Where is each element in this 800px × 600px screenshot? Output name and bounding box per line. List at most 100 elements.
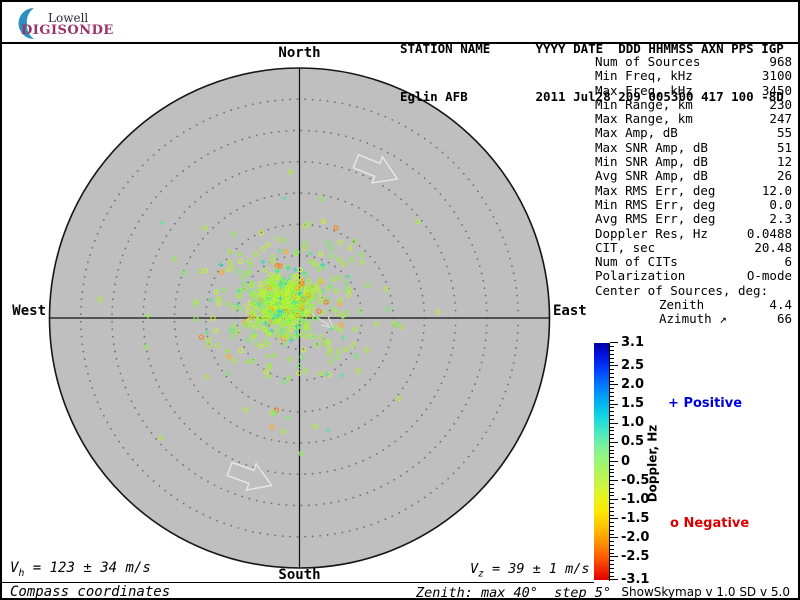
stat-value: 230 (769, 96, 792, 112)
zenith-ring-dot (210, 284, 213, 287)
zenith-ring-dot (377, 521, 380, 523)
zenith-ring-dot (509, 376, 511, 379)
source-point-negative (301, 347, 307, 353)
colorbar-major-tick (610, 441, 618, 443)
zenith-ring-dot (381, 360, 384, 362)
source-point-negative (295, 284, 301, 291)
zenith-ring-dot (373, 489, 376, 491)
zenith-ring-dot (176, 459, 179, 462)
colorbar-minor-tick (610, 445, 614, 447)
zenith-ring-dot (478, 265, 481, 268)
zenith-ring-dot (176, 135, 179, 138)
source-point-negative (263, 314, 269, 320)
source-point-negative (287, 356, 293, 362)
source-point-negative (247, 262, 253, 268)
colorbar-minor-tick (610, 506, 614, 508)
zenith-ring-dot (204, 313, 207, 316)
source-point-negative (227, 259, 233, 265)
colorbar-minor-tick (610, 533, 614, 535)
colorbar-minor-tick (610, 545, 614, 547)
source-point-negative (275, 291, 281, 297)
zenith-ring-dot (112, 343, 115, 346)
zenith-ring-dot (161, 392, 164, 395)
zenith-ring-dot (454, 302, 456, 304)
zenith-ring-dot (256, 199, 259, 202)
zenith-ring-dot (307, 441, 310, 444)
source-point-negative (214, 342, 221, 349)
zenith-ring-dot (416, 214, 418, 216)
source-point-positive (285, 265, 291, 271)
zenith-ring-dot (82, 350, 85, 353)
source-point-negative (398, 324, 405, 330)
stat-value: O-mode (746, 268, 792, 284)
zenith-ring-dot (115, 276, 118, 278)
zenith-ring-dot (89, 254, 91, 256)
zenith-ring-dot (238, 461, 241, 464)
zenith-ring-dot (136, 169, 139, 172)
zenith-ring-dot (85, 268, 88, 271)
stat-value: 6 (784, 254, 792, 270)
zenith-ring-dot (202, 237, 204, 240)
source-point-negative (312, 424, 318, 430)
zenith-ring-dot (80, 328, 82, 331)
source-point-positive (345, 274, 352, 280)
zenith-ring-dot (242, 428, 245, 431)
zenith-ring-dot (252, 466, 255, 469)
zenith-ring-dot (476, 190, 479, 193)
zenith-ring-dot (267, 228, 270, 231)
source-point-positive (234, 301, 240, 308)
source-point-negative (171, 256, 177, 262)
stat-label: Zenith (659, 297, 705, 313)
zenith-ring-dot (437, 244, 440, 247)
zenith-ring-dot (452, 161, 455, 164)
source-point-negative (304, 309, 310, 315)
zenith-ring-dot (358, 245, 361, 247)
colorbar-minor-tick (610, 353, 614, 355)
zenith-ring-dot (359, 332, 362, 334)
zenith-ring-dot (183, 211, 186, 214)
zenith-ring-dot (278, 193, 280, 196)
zenith-ring-dot (315, 503, 318, 506)
stat-label: Max SNR Amp, dB (595, 139, 708, 155)
zenith-ring-dot (453, 339, 456, 342)
colorbar-minor-tick (610, 522, 614, 524)
logo-lowell-text: Lowell (48, 11, 89, 25)
zenith-ring-dot (318, 225, 321, 228)
zenith-ring-dot (296, 160, 299, 163)
zenith-ring-dot (211, 447, 214, 449)
source-point-negative (300, 286, 306, 292)
zenith-ring-dot (437, 389, 440, 392)
source-point-negative (358, 252, 364, 258)
zenith-ring-dot (415, 273, 418, 275)
zenith-ring-dot (326, 331, 329, 334)
zenith-ring-dot (376, 219, 379, 222)
source-point-negative (274, 300, 280, 307)
zenith-ring-dot (311, 161, 314, 164)
source-point-negative (317, 277, 323, 283)
source-point-negative (272, 411, 278, 417)
source-point-negative (309, 333, 315, 340)
colorbar-minor-tick (610, 457, 614, 459)
crescent-icon (18, 8, 34, 39)
source-point-negative (337, 239, 343, 245)
zenith-ring-dot (230, 381, 233, 384)
zenith-ring-dot (119, 261, 122, 264)
zenith-ring-dot (208, 291, 211, 294)
source-point-negative (278, 326, 284, 333)
zenith-ring-dot (369, 255, 372, 258)
zenith-ring-dot (218, 451, 221, 453)
source-point-negative (299, 304, 305, 310)
zenith-ring-dot (411, 129, 414, 132)
stat-value: 2.3 (769, 211, 792, 227)
zenith-ring-dot (235, 386, 238, 389)
source-point-negative (325, 240, 331, 246)
zenith-ring-dot (241, 242, 244, 245)
version-credit: ShowSkymap v 1.0 SD v 5.0 (621, 585, 790, 599)
colorbar-minor-tick (610, 449, 614, 451)
colorbar-tick-label: -2.5 (621, 549, 650, 565)
zenith-ring-dot (87, 372, 89, 375)
zenith-ring-dot (152, 262, 155, 264)
zenith-ring-dot (182, 131, 185, 134)
source-point-negative (265, 300, 271, 307)
zenith-ring-dot (180, 276, 183, 279)
